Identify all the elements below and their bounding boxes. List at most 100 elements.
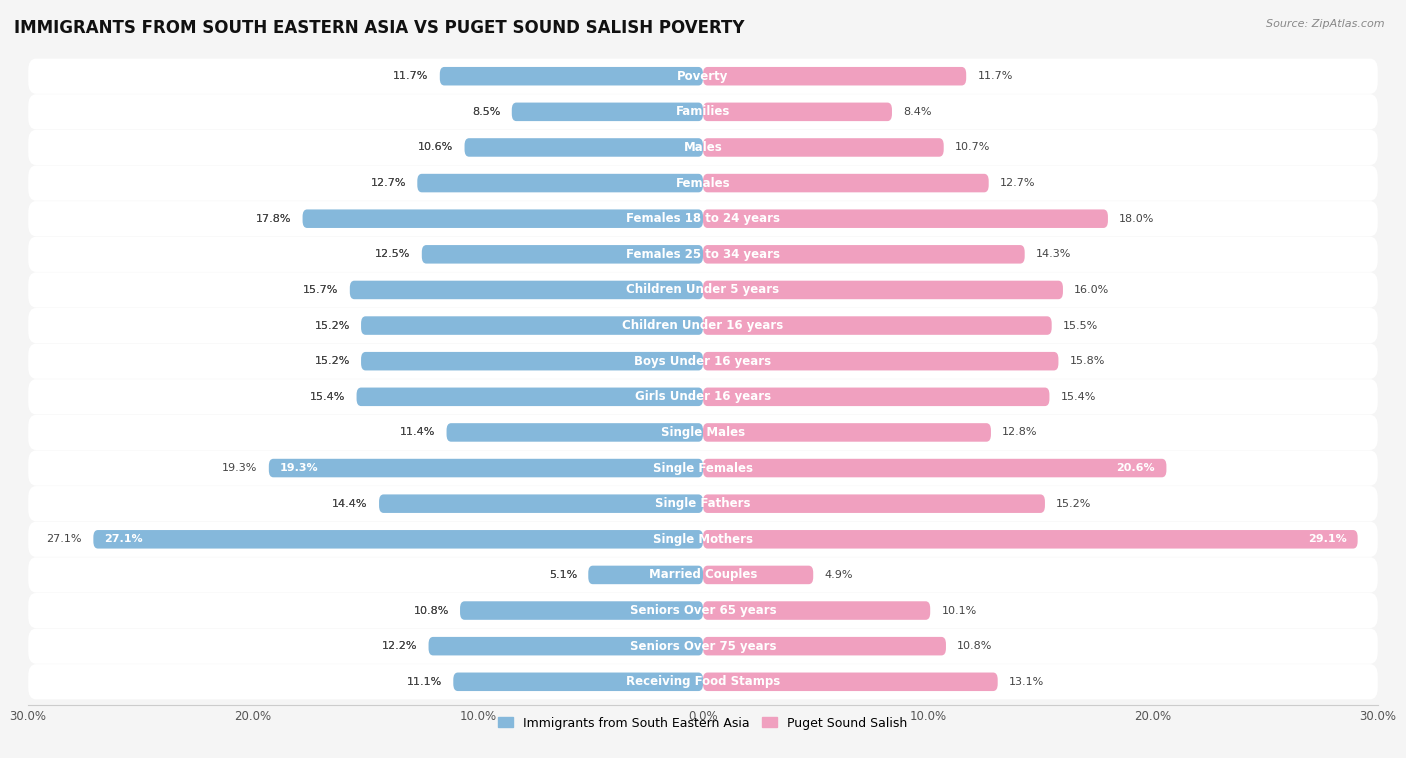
Text: 15.4%: 15.4% bbox=[309, 392, 346, 402]
Text: 15.7%: 15.7% bbox=[304, 285, 339, 295]
FancyBboxPatch shape bbox=[418, 174, 703, 193]
Text: Seniors Over 75 years: Seniors Over 75 years bbox=[630, 640, 776, 653]
FancyBboxPatch shape bbox=[28, 95, 1378, 129]
FancyBboxPatch shape bbox=[703, 316, 1052, 335]
FancyBboxPatch shape bbox=[28, 237, 1378, 271]
FancyBboxPatch shape bbox=[703, 423, 991, 442]
Text: 15.7%: 15.7% bbox=[304, 285, 339, 295]
FancyBboxPatch shape bbox=[703, 67, 966, 86]
FancyBboxPatch shape bbox=[28, 130, 1378, 164]
FancyBboxPatch shape bbox=[28, 236, 1378, 272]
FancyBboxPatch shape bbox=[28, 201, 1378, 236]
FancyBboxPatch shape bbox=[703, 138, 943, 157]
FancyBboxPatch shape bbox=[703, 352, 1059, 371]
FancyBboxPatch shape bbox=[357, 387, 703, 406]
FancyBboxPatch shape bbox=[28, 664, 1378, 700]
FancyBboxPatch shape bbox=[429, 637, 703, 656]
Text: 8.4%: 8.4% bbox=[903, 107, 932, 117]
FancyBboxPatch shape bbox=[460, 601, 703, 620]
FancyBboxPatch shape bbox=[269, 459, 703, 478]
FancyBboxPatch shape bbox=[703, 174, 988, 193]
FancyBboxPatch shape bbox=[28, 58, 1378, 94]
FancyBboxPatch shape bbox=[28, 594, 1378, 628]
Text: 11.4%: 11.4% bbox=[399, 428, 436, 437]
Text: 12.2%: 12.2% bbox=[382, 641, 418, 651]
FancyBboxPatch shape bbox=[703, 102, 891, 121]
FancyBboxPatch shape bbox=[28, 665, 1378, 699]
FancyBboxPatch shape bbox=[28, 273, 1378, 307]
Text: 15.2%: 15.2% bbox=[1056, 499, 1091, 509]
FancyBboxPatch shape bbox=[703, 245, 1025, 264]
Text: Single Fathers: Single Fathers bbox=[655, 497, 751, 510]
Text: 29.1%: 29.1% bbox=[1308, 534, 1347, 544]
FancyBboxPatch shape bbox=[28, 379, 1378, 415]
Legend: Immigrants from South Eastern Asia, Puget Sound Salish: Immigrants from South Eastern Asia, Puge… bbox=[494, 712, 912, 735]
Text: 14.4%: 14.4% bbox=[332, 499, 368, 509]
FancyBboxPatch shape bbox=[28, 130, 1378, 165]
FancyBboxPatch shape bbox=[28, 272, 1378, 308]
Text: 12.7%: 12.7% bbox=[1000, 178, 1035, 188]
Text: 16.0%: 16.0% bbox=[1074, 285, 1109, 295]
FancyBboxPatch shape bbox=[703, 672, 998, 691]
Text: 20.6%: 20.6% bbox=[1116, 463, 1156, 473]
FancyBboxPatch shape bbox=[93, 530, 703, 549]
Text: 11.1%: 11.1% bbox=[406, 677, 441, 687]
FancyBboxPatch shape bbox=[512, 102, 703, 121]
FancyBboxPatch shape bbox=[453, 672, 703, 691]
FancyBboxPatch shape bbox=[28, 629, 1378, 663]
Text: 11.7%: 11.7% bbox=[977, 71, 1012, 81]
Text: 8.5%: 8.5% bbox=[472, 107, 501, 117]
Text: 27.1%: 27.1% bbox=[46, 534, 82, 544]
FancyBboxPatch shape bbox=[28, 380, 1378, 414]
FancyBboxPatch shape bbox=[28, 343, 1378, 379]
FancyBboxPatch shape bbox=[703, 387, 1049, 406]
Text: Girls Under 16 years: Girls Under 16 years bbox=[636, 390, 770, 403]
Text: 15.4%: 15.4% bbox=[1060, 392, 1097, 402]
Text: Single Mothers: Single Mothers bbox=[652, 533, 754, 546]
Text: 10.1%: 10.1% bbox=[942, 606, 977, 615]
FancyBboxPatch shape bbox=[28, 451, 1378, 485]
Text: 13.1%: 13.1% bbox=[1010, 677, 1045, 687]
FancyBboxPatch shape bbox=[28, 166, 1378, 200]
Text: 4.9%: 4.9% bbox=[824, 570, 853, 580]
Text: Single Females: Single Females bbox=[652, 462, 754, 475]
FancyBboxPatch shape bbox=[28, 165, 1378, 201]
FancyBboxPatch shape bbox=[28, 344, 1378, 378]
Text: 19.3%: 19.3% bbox=[222, 463, 257, 473]
Text: 15.4%: 15.4% bbox=[309, 392, 346, 402]
FancyBboxPatch shape bbox=[422, 245, 703, 264]
Text: 12.5%: 12.5% bbox=[375, 249, 411, 259]
Text: Seniors Over 65 years: Seniors Over 65 years bbox=[630, 604, 776, 617]
Text: 19.3%: 19.3% bbox=[280, 463, 319, 473]
FancyBboxPatch shape bbox=[703, 459, 1167, 478]
FancyBboxPatch shape bbox=[361, 352, 703, 371]
Text: 17.8%: 17.8% bbox=[256, 214, 291, 224]
FancyBboxPatch shape bbox=[28, 415, 1378, 449]
FancyBboxPatch shape bbox=[28, 593, 1378, 628]
Text: 10.8%: 10.8% bbox=[413, 606, 449, 615]
FancyBboxPatch shape bbox=[28, 59, 1378, 93]
Text: Receiving Food Stamps: Receiving Food Stamps bbox=[626, 675, 780, 688]
Text: 11.4%: 11.4% bbox=[399, 428, 436, 437]
Text: Source: ZipAtlas.com: Source: ZipAtlas.com bbox=[1267, 19, 1385, 29]
FancyBboxPatch shape bbox=[28, 557, 1378, 593]
Text: 11.7%: 11.7% bbox=[394, 71, 429, 81]
FancyBboxPatch shape bbox=[28, 308, 1378, 343]
Text: Poverty: Poverty bbox=[678, 70, 728, 83]
FancyBboxPatch shape bbox=[440, 67, 703, 86]
Text: 11.7%: 11.7% bbox=[394, 71, 429, 81]
Text: 10.8%: 10.8% bbox=[413, 606, 449, 615]
FancyBboxPatch shape bbox=[361, 316, 703, 335]
FancyBboxPatch shape bbox=[28, 202, 1378, 236]
Text: Children Under 16 years: Children Under 16 years bbox=[623, 319, 783, 332]
Text: 15.2%: 15.2% bbox=[315, 321, 350, 330]
FancyBboxPatch shape bbox=[464, 138, 703, 157]
Text: Females 25 to 34 years: Females 25 to 34 years bbox=[626, 248, 780, 261]
FancyBboxPatch shape bbox=[28, 522, 1378, 557]
Text: Children Under 5 years: Children Under 5 years bbox=[627, 283, 779, 296]
Text: 10.6%: 10.6% bbox=[418, 143, 453, 152]
FancyBboxPatch shape bbox=[703, 280, 1063, 299]
Text: 17.8%: 17.8% bbox=[256, 214, 291, 224]
Text: 14.3%: 14.3% bbox=[1036, 249, 1071, 259]
Text: Females 18 to 24 years: Females 18 to 24 years bbox=[626, 212, 780, 225]
